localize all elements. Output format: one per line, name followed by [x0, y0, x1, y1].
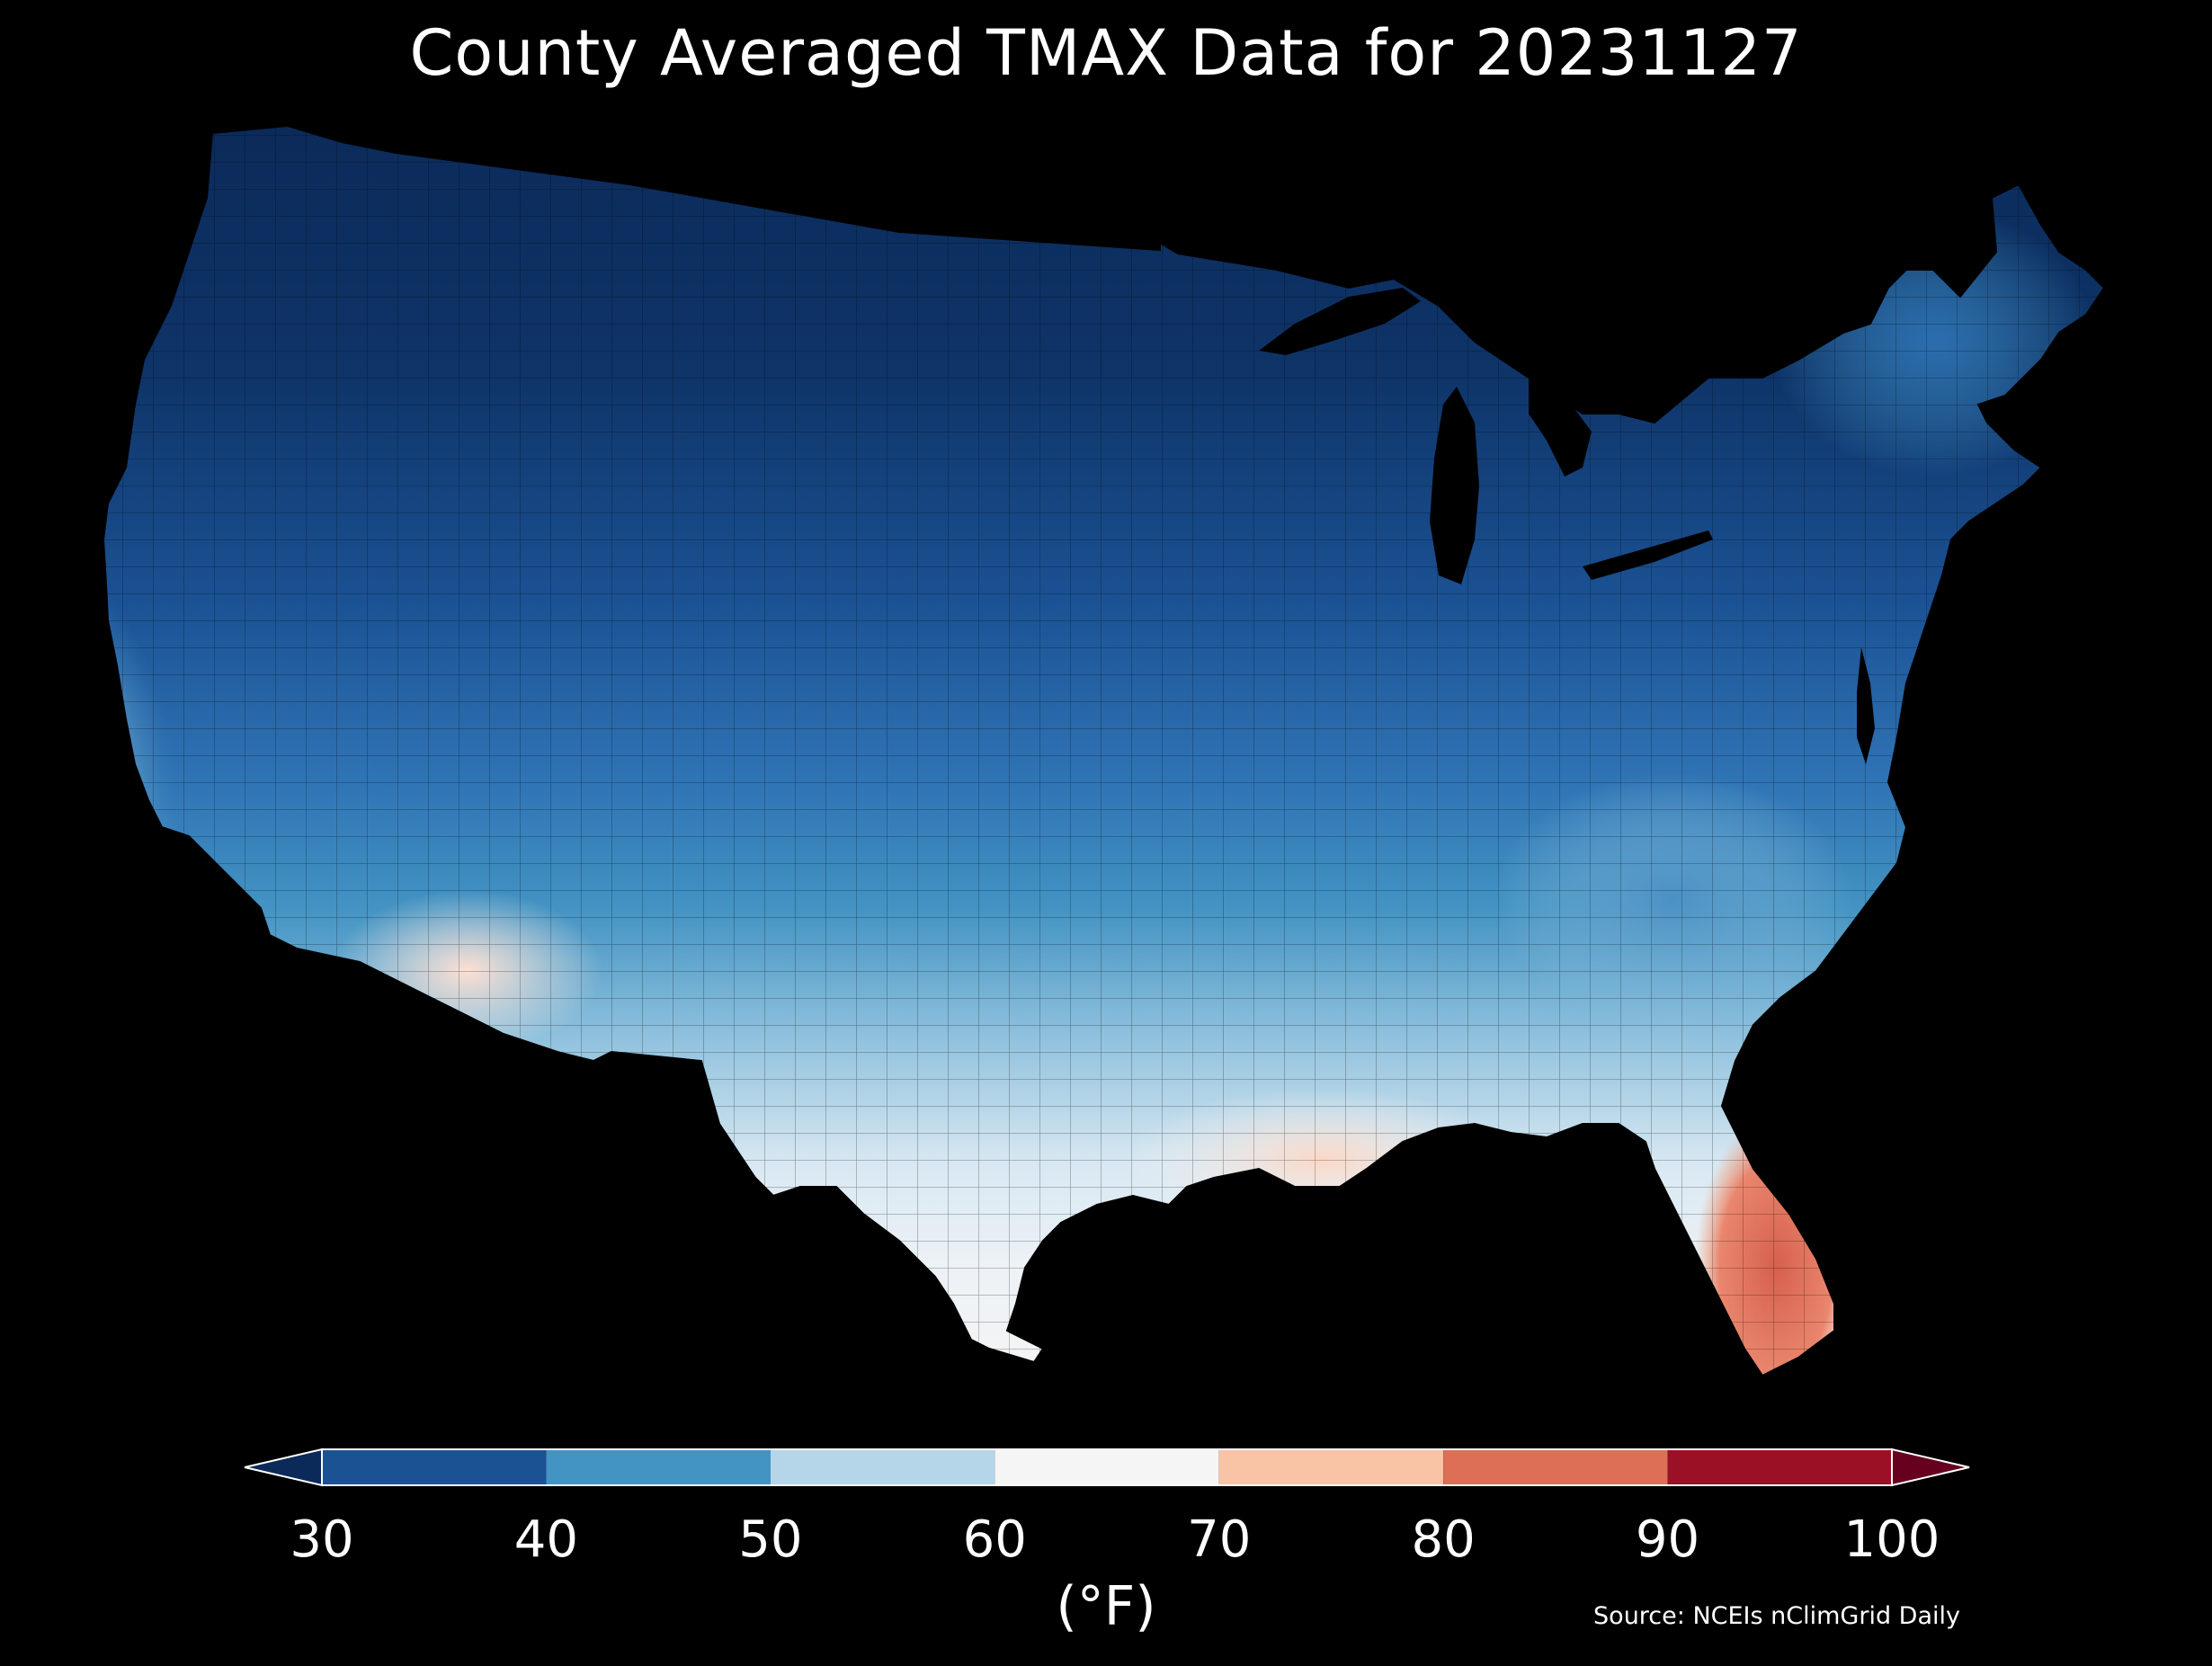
- lake-michigan: [1430, 387, 1479, 584]
- colorbar-tick-30: 30: [290, 1510, 354, 1569]
- map-title: County Averaged TMAX Data for 20231127: [409, 16, 1803, 90]
- colorbar-tick-70: 70: [1187, 1510, 1252, 1569]
- source-credit: Source: NCEIs nClimGrid Daily: [1593, 1602, 1960, 1630]
- colorbar-bins: [322, 1449, 1892, 1485]
- colorbar-tick-90: 90: [1635, 1510, 1700, 1569]
- colorbar-bin-80-90: [1443, 1449, 1668, 1485]
- colorbar-under-arrow: [244, 1448, 323, 1487]
- colorbar-bin-60-70: [995, 1449, 1219, 1485]
- lake-huron: [1529, 378, 1592, 477]
- lake-erie: [1583, 530, 1713, 580]
- colorbar-bin-30-40: [322, 1449, 547, 1485]
- colorbar-bin-90-100: [1667, 1449, 1892, 1485]
- colorbar-frame: [321, 1448, 1893, 1486]
- colorbar-tick-50: 50: [738, 1510, 803, 1569]
- colorbar-tick-100: 100: [1843, 1510, 1940, 1569]
- colorbar-tick-80: 80: [1411, 1510, 1476, 1569]
- colorbar-units-label: (°F): [1056, 1575, 1156, 1638]
- colorbar-bin-70-80: [1218, 1449, 1444, 1485]
- colorbar-bin-50-60: [770, 1449, 995, 1485]
- lake-superior: [1259, 288, 1421, 355]
- colorbar-tick-60: 60: [962, 1510, 1027, 1569]
- colorbar-tick-40: 40: [513, 1510, 579, 1569]
- chesapeake-bay: [1857, 647, 1875, 764]
- colorbar-over-arrow: [1891, 1448, 1970, 1487]
- colorbar-bin-40-50: [546, 1449, 771, 1485]
